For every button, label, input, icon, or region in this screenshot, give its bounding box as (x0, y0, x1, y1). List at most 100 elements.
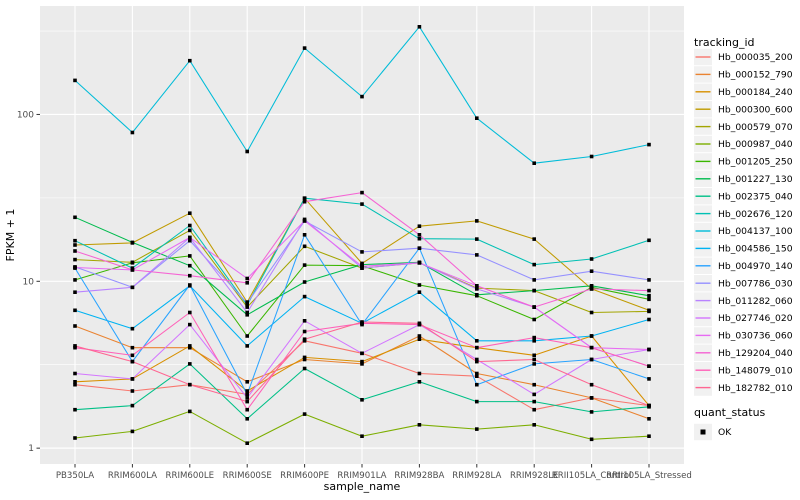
data-point-Hb_148079_010-RRII105LA_Stressed (647, 364, 651, 368)
data-point-Hb_004586_150-RRII105LA_Stressed (647, 317, 651, 322)
data-point-Hb_002676_120-RRIM928BA (417, 236, 422, 241)
data-point-Hb_027746_020-RRIM600LE (188, 322, 192, 327)
data-point-Hb_129204_040-RRIM600SE (245, 281, 249, 285)
data-point-Hb_000987_040-RRIM928BA (417, 423, 422, 427)
data-point-Hb_000035_200-RRIM928BA (417, 371, 422, 376)
data-point-Hb_011282_060-RRIM928LA (475, 287, 479, 291)
data-point-Hb_001205_250-RRIM600LA (130, 261, 135, 265)
data-point-Hb_030736_060-RRIM901LA (360, 264, 364, 269)
legend-label-Hb_007786_030: Hb_007786_030 (718, 278, 793, 289)
legend-label-Hb_011282_060: Hb_011282_060 (718, 296, 793, 307)
data-point-Hb_000152_790-RRIM600SE (245, 380, 249, 384)
data-point-Hb_000152_790-RRIM901LA (360, 362, 364, 366)
x-tick-label: RRIM600SE (223, 471, 272, 481)
legend-title-tracking-id: tracking_id (694, 36, 755, 49)
data-point-Hb_129204_040-PB350LA (73, 249, 77, 253)
data-point-Hb_002676_120-PB350LA (73, 238, 77, 243)
data-point-Hb_027746_020-RRII105LA_Control (589, 357, 594, 362)
legend-label-Hb_004970_140: Hb_004970_140 (718, 261, 793, 272)
data-point-Hb_000987_040-RRIM928LA (475, 427, 479, 431)
x-tick-label: RRIM600PE (280, 471, 329, 481)
data-point-Hb_004970_140-RRII105LA_Stressed (647, 377, 651, 381)
data-point-Hb_007786_030-RRIM928LE (532, 278, 536, 282)
data-point-Hb_004586_150-RRII105LA_Control (589, 334, 594, 338)
x-tick-label: RRIM928LA (452, 471, 501, 481)
data-point-Hb_030736_060-RRII105LA_Stressed (647, 347, 651, 352)
data-point-Hb_001227_130-RRIM600SE (245, 313, 249, 317)
data-point-Hb_002676_120-RRII105LA_Control (589, 257, 594, 261)
data-point-Hb_000300_600-RRIM600LE (188, 211, 192, 215)
data-point-Hb_000987_040-RRIM901LA (360, 434, 364, 438)
data-point-Hb_000579_070-RRIM600LE (188, 228, 192, 233)
data-point-Hb_002676_120-RRIM600LA (130, 266, 135, 270)
data-point-Hb_002676_120-RRIM600LE (188, 223, 192, 228)
legend-label-Hb_182782_010: Hb_182782_010 (718, 383, 793, 394)
data-point-Hb_000987_040-RRIM600LE (188, 409, 192, 414)
data-point-Hb_027746_020-RRIM600SE (245, 396, 249, 400)
data-point-Hb_000579_070-RRII105LA_Stressed (647, 309, 651, 314)
data-point-Hb_000579_070-RRII105LA_Control (589, 310, 594, 315)
legend-label-Hb_000184_240: Hb_000184_240 (718, 87, 793, 98)
data-point-Hb_001205_250-RRIM600LE (188, 254, 192, 258)
data-point-Hb_027746_020-PB350LA (73, 371, 77, 376)
data-point-Hb_129204_040-RRIM600LA (130, 268, 135, 272)
data-point-Hb_001227_130-RRIM600PE (302, 280, 307, 284)
data-point-Hb_002375_040-RRII105LA_Control (589, 410, 594, 414)
data-point-Hb_182782_010-RRIM600PE (302, 337, 307, 341)
data-point-Hb_002676_120-RRIM901LA (360, 202, 364, 206)
data-point-Hb_000184_240-RRIM928BA (417, 337, 422, 341)
data-point-Hb_007786_030-RRIM928BA (417, 246, 422, 250)
legend-label-Hb_030736_060: Hb_030736_060 (718, 331, 793, 342)
data-point-Hb_004970_140-RRIM928LE (532, 362, 536, 366)
data-point-Hb_004586_150-RRIM928LE (532, 339, 536, 343)
data-point-Hb_129204_040-RRIM600LE (188, 273, 192, 278)
data-point-Hb_001227_130-RRIM600LA (130, 240, 135, 245)
data-point-Hb_000152_790-RRIM928BA (417, 334, 422, 338)
data-point-Hb_000579_070-RRIM600PE (302, 244, 307, 249)
data-point-Hb_182782_010-RRII105LA_Control (589, 382, 594, 387)
data-point-Hb_129204_040-RRIM928LA (475, 284, 479, 288)
data-point-Hb_004137_100-RRIM600LA (130, 130, 135, 135)
data-point-Hb_002676_120-RRIM928LA (475, 237, 479, 241)
data-point-Hb_001227_130-RRII105LA_Stressed (647, 293, 651, 298)
data-point-Hb_004970_140-RRIM928LA (475, 382, 479, 387)
data-point-Hb_148079_010-RRIM600LA (130, 353, 135, 358)
data-point-Hb_000184_240-RRIM600PE (302, 355, 307, 360)
data-point-Hb_001205_250-RRII105LA_Stressed (647, 297, 651, 302)
data-point-Hb_004137_100-RRIM600SE (245, 149, 249, 154)
data-point-Hb_011282_060-RRIM600SE (245, 310, 249, 315)
data-point-Hb_000987_040-RRIM600PE (302, 412, 307, 416)
data-point-Hb_182782_010-RRIM901LA (360, 320, 364, 324)
data-point-Hb_000152_790-RRII105LA_Stressed (647, 417, 651, 421)
data-point-Hb_000579_070-RRIM600SE (245, 305, 249, 309)
data-point-Hb_129204_040-RRII105LA_Stressed (647, 288, 651, 293)
data-point-Hb_004137_100-RRIM928BA (417, 25, 422, 29)
data-point-Hb_000987_040-RRIM928LE (532, 423, 536, 427)
data-point-Hb_129204_040-RRIM928BA (417, 233, 422, 237)
data-point-Hb_182782_010-RRIM600LE (188, 382, 192, 387)
data-point-Hb_004586_150-RRIM928BA (417, 290, 422, 294)
legend-label-Hb_000579_070: Hb_000579_070 (718, 122, 793, 133)
data-point-Hb_004137_100-RRIM928LA (475, 116, 479, 120)
data-point-Hb_000152_790-RRII105LA_Control (589, 396, 594, 400)
data-point-Hb_002676_120-RRIM600PE (302, 196, 307, 200)
data-point-Hb_129204_040-RRII105LA_Control (589, 287, 594, 291)
data-point-Hb_002375_040-RRIM928LA (475, 399, 479, 404)
data-point-Hb_004137_100-RRII105LA_Control (589, 154, 594, 159)
data-point-Hb_000035_200-RRIM928LE (532, 407, 536, 412)
data-point-Hb_000987_040-RRIM600LA (130, 429, 135, 434)
data-point-Hb_000300_600-RRIM928BA (417, 224, 422, 228)
data-point-Hb_002375_040-RRIM928LE (532, 399, 536, 404)
data-point-Hb_004586_150-RRIM928LA (475, 339, 479, 343)
data-point-Hb_000184_240-RRIM928LE (532, 353, 536, 358)
data-point-Hb_002375_040-PB350LA (73, 407, 77, 412)
data-point-Hb_000152_790-RRIM600LA (130, 345, 135, 350)
legend-label-Hb_000035_200: Hb_000035_200 (718, 52, 793, 63)
data-point-Hb_000184_240-RRIM600LE (188, 344, 192, 348)
data-point-Hb_004586_150-RRIM600LA (130, 326, 135, 331)
data-point-Hb_004586_150-PB350LA (73, 308, 77, 313)
data-point-Hb_182782_010-RRIM600LA (130, 359, 135, 364)
data-point-Hb_182782_010-RRII105LA_Stressed (647, 403, 651, 408)
data-point-Hb_000184_240-RRIM901LA (360, 359, 364, 364)
